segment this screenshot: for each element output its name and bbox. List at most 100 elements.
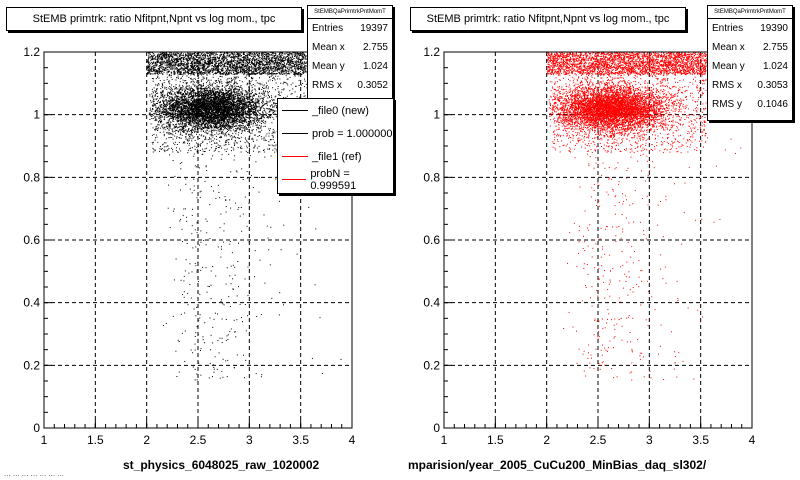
scatter-point bbox=[200, 94, 202, 96]
scatter-point bbox=[180, 100, 182, 102]
scatter-point bbox=[226, 111, 228, 113]
scatter-point bbox=[191, 117, 193, 119]
scatter-point bbox=[241, 118, 243, 120]
scatter-point bbox=[205, 95, 207, 97]
scatter-point bbox=[154, 90, 156, 92]
scatter-point bbox=[159, 101, 161, 102]
scatter-point bbox=[207, 99, 209, 101]
scatter-point bbox=[248, 101, 250, 103]
scatter-point bbox=[169, 109, 171, 111]
scatter-point bbox=[161, 90, 163, 92]
scatter-point bbox=[188, 137, 190, 139]
scatter-point bbox=[264, 108, 266, 110]
scatter-point bbox=[208, 97, 210, 99]
scatter-point bbox=[173, 98, 175, 100]
scatter-point bbox=[220, 118, 222, 120]
scatter-point bbox=[267, 97, 269, 99]
scatter-point bbox=[175, 88, 177, 90]
scatter-point bbox=[220, 130, 222, 132]
scatter-point bbox=[210, 99, 211, 101]
scatter-point bbox=[205, 127, 207, 129]
scatter-point bbox=[186, 110, 188, 112]
scatter-point bbox=[172, 107, 174, 109]
scatter-point bbox=[195, 130, 197, 132]
scatter-point bbox=[214, 88, 215, 90]
scatter-point bbox=[184, 95, 186, 97]
scatter-point bbox=[196, 111, 198, 112]
scatter-point bbox=[238, 105, 240, 107]
scatter-point bbox=[207, 127, 209, 129]
scatter-point bbox=[219, 91, 221, 93]
scatter-point bbox=[194, 115, 196, 117]
scatter-point bbox=[206, 91, 208, 93]
scatter-point bbox=[249, 90, 250, 92]
scatter-point bbox=[162, 110, 164, 112]
scatter-point bbox=[227, 139, 229, 141]
scatter-point bbox=[205, 109, 207, 111]
scatter-point bbox=[190, 91, 192, 93]
scatter-point bbox=[260, 120, 262, 122]
scatter-point bbox=[200, 115, 202, 117]
scatter-point bbox=[188, 128, 190, 129]
scatter-point bbox=[179, 118, 181, 120]
scatter-point bbox=[238, 87, 240, 89]
scatter-point bbox=[206, 106, 208, 107]
scatter-point bbox=[202, 119, 204, 121]
scatter-point bbox=[235, 98, 237, 100]
scatter-point bbox=[161, 115, 163, 117]
scatter-point bbox=[249, 110, 251, 112]
scatter-point bbox=[196, 119, 198, 121]
scatter-point bbox=[212, 76, 214, 78]
scatter-point bbox=[172, 117, 174, 118]
scatter-point bbox=[199, 91, 201, 92]
scatter-point bbox=[230, 90, 232, 92]
scatter-point bbox=[226, 123, 228, 125]
scatter-point bbox=[209, 116, 211, 118]
scatter-point bbox=[184, 99, 186, 101]
scatter-point bbox=[229, 113, 231, 115]
scatter-point bbox=[235, 128, 237, 129]
scatter-point bbox=[242, 98, 244, 100]
scatter-point bbox=[189, 114, 191, 116]
scatter-point bbox=[192, 101, 194, 103]
scatter-point bbox=[226, 99, 228, 101]
scatter-point bbox=[224, 128, 226, 130]
scatter-point bbox=[171, 120, 173, 122]
scatter-point bbox=[170, 110, 172, 112]
scatter-point bbox=[225, 132, 227, 133]
scatter-point bbox=[225, 126, 227, 128]
scatter-point bbox=[210, 112, 212, 114]
scatter-point bbox=[196, 105, 198, 107]
scatter-point bbox=[242, 103, 243, 105]
scatter-point bbox=[196, 103, 198, 105]
scatter-point bbox=[182, 114, 184, 116]
scatter-point bbox=[233, 90, 235, 92]
scatter-point bbox=[250, 110, 252, 112]
scatter-point bbox=[230, 81, 232, 83]
scatter-point bbox=[233, 122, 235, 124]
scatter-point bbox=[185, 112, 187, 114]
scatter-point bbox=[247, 122, 249, 124]
scatter-point bbox=[239, 95, 241, 97]
scatter-point bbox=[217, 103, 219, 105]
scatter-point bbox=[266, 116, 268, 118]
scatter-point bbox=[228, 115, 230, 117]
scatter-point bbox=[184, 124, 186, 125]
scatter-point bbox=[205, 99, 206, 101]
scatter-point bbox=[241, 118, 243, 120]
scatter-point bbox=[191, 111, 193, 113]
scatter-point bbox=[248, 127, 250, 128]
scatter-point bbox=[198, 107, 200, 109]
scatter-point bbox=[263, 84, 265, 86]
scatter-point bbox=[186, 124, 187, 126]
scatter-point bbox=[217, 96, 218, 98]
scatter-point bbox=[229, 117, 231, 119]
scatter-point bbox=[211, 96, 213, 98]
scatter-point bbox=[154, 104, 156, 106]
scatter-point bbox=[232, 109, 233, 111]
scatter-point bbox=[241, 102, 243, 104]
scatter-point bbox=[180, 89, 182, 90]
scatter-point bbox=[182, 86, 184, 88]
scatter-point bbox=[183, 105, 185, 107]
scatter-point bbox=[180, 91, 182, 93]
